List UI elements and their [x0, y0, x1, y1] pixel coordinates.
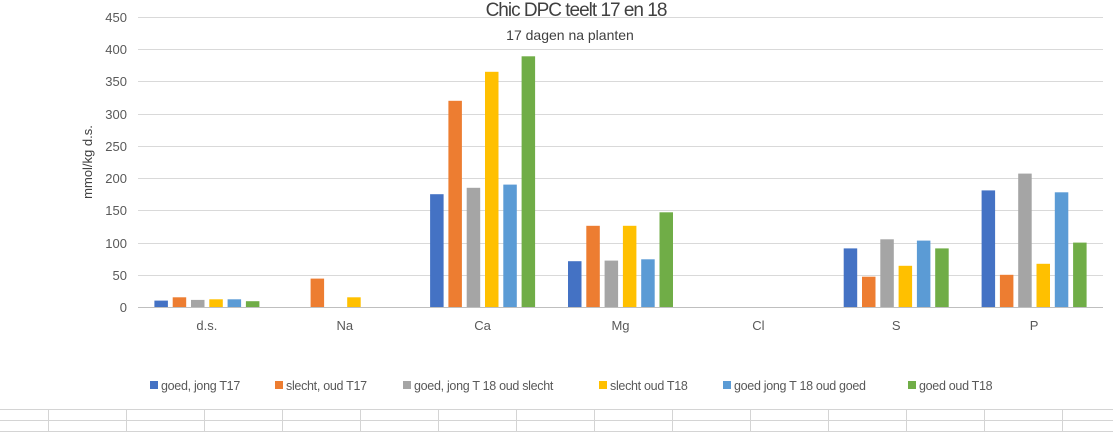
bar: [485, 71, 499, 307]
bar: [568, 261, 582, 307]
legend-swatch: [908, 381, 916, 389]
bar: [310, 278, 325, 307]
y-tick-label: 200: [105, 171, 127, 186]
bar: [586, 225, 600, 307]
x-tick-label: Ca: [474, 318, 491, 333]
bar: [191, 299, 205, 307]
x-tick-label: Mg: [611, 318, 629, 333]
bar: [659, 212, 673, 307]
x-tick-label: S: [892, 318, 901, 333]
bar: [916, 240, 931, 307]
chart: Chic DPC teelt 17 en 18 17 dagen na plan…: [80, 0, 1103, 393]
y-tick-label: 400: [105, 42, 127, 57]
bar: [466, 187, 481, 307]
y-tick-label: 300: [105, 107, 127, 122]
bar: [999, 274, 1014, 307]
y-tick-label: 350: [105, 74, 127, 89]
y-tick-label: 150: [105, 203, 127, 218]
legend-swatch: [275, 381, 283, 389]
y-axis-label: mmol/kg d.s.: [80, 125, 95, 199]
spreadsheet-grid: [0, 409, 1113, 432]
bar: [1018, 173, 1032, 307]
bar: [521, 56, 536, 307]
legend-label: goed jong T 18 oud goed: [734, 379, 866, 393]
y-axis-ticks: 0 50 100 150 200 250 300 350 400 450: [105, 10, 127, 315]
bar: [880, 239, 894, 307]
bar: [1036, 263, 1050, 307]
bar: [227, 299, 242, 307]
legend-label: slecht, oud T17: [286, 379, 367, 393]
y-tick-label: 100: [105, 236, 127, 251]
x-tick-label: P: [1030, 318, 1039, 333]
bar: [1073, 242, 1087, 307]
legend-label: goed, jong T17: [161, 379, 240, 393]
x-tick-label: Cl: [752, 318, 764, 333]
legend: goed, jong T17 slecht, oud T17 goed, jong …: [150, 379, 993, 393]
legend-swatch: [723, 381, 731, 389]
bar: [347, 297, 361, 307]
y-tick-label: 0: [120, 300, 127, 315]
bar: [154, 300, 168, 307]
gridlines: [138, 17, 1103, 308]
bar: [245, 301, 260, 307]
bar: [209, 299, 223, 307]
bar: [935, 248, 949, 307]
legend-swatch: [599, 381, 607, 389]
chart-title: Chic DPC teelt 17 en 18: [486, 0, 667, 21]
y-tick-label: 450: [105, 10, 127, 25]
bar: [641, 259, 655, 307]
legend-label: slecht oud T18: [610, 379, 688, 393]
bar: [448, 100, 462, 307]
bar: [503, 184, 517, 307]
legend-swatch: [403, 381, 411, 389]
bar: [430, 194, 444, 307]
x-tick-label: d.s.: [196, 318, 217, 333]
y-tick-label: 250: [105, 139, 127, 154]
chart-subtitle: 17 dagen na planten: [506, 27, 634, 43]
legend-label: goed oud T18: [919, 379, 993, 393]
legend-label: goed, jong T 18 oud slecht: [414, 379, 554, 393]
x-tick-label: Na: [336, 318, 353, 333]
bar: [622, 225, 637, 307]
bar: [981, 190, 996, 307]
bar: [862, 276, 876, 307]
bars: [154, 56, 1087, 307]
legend-swatch: [150, 381, 158, 389]
bar: [1054, 192, 1069, 307]
y-tick-label: 50: [113, 268, 127, 283]
bar: [604, 260, 619, 307]
bar: [172, 297, 187, 307]
x-axis-ticks: d.s. Na Ca Mg Cl S P: [196, 318, 1038, 333]
bar: [843, 248, 858, 307]
bar: [898, 265, 913, 307]
